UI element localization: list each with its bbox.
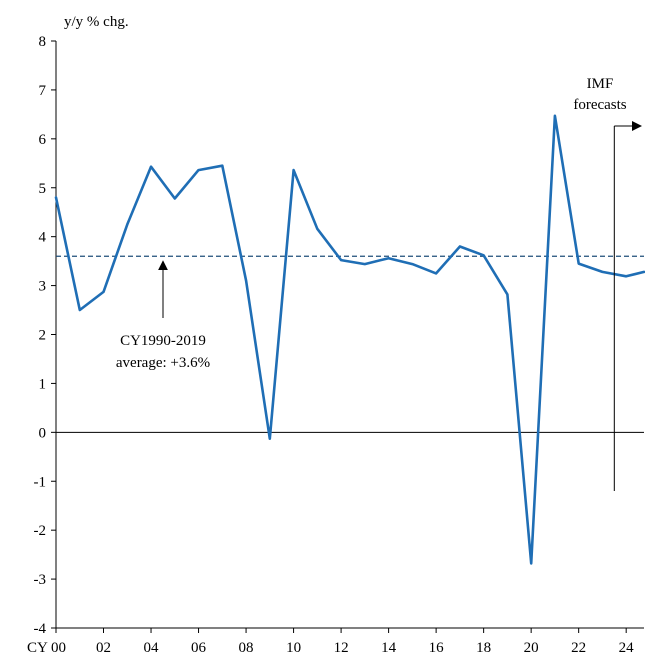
y-tick-label: 6: [39, 132, 47, 148]
y-tick-label: 8: [39, 34, 47, 50]
average-label-line1: CY1990-2019: [120, 333, 206, 349]
x-tick-label: 14: [381, 640, 397, 656]
x-tick-label: 24: [619, 640, 635, 656]
x-tick-label: 02: [96, 640, 111, 656]
y-tick-label: 7: [39, 83, 47, 99]
series-group: [54, 114, 645, 565]
x-tick-label: 06: [191, 640, 207, 656]
average-label-line2: average: +3.6%: [116, 355, 210, 371]
forecast-label-line2: forecasts: [573, 97, 626, 113]
x-tick-label: 20: [524, 640, 539, 656]
y-tick-label: 5: [39, 181, 47, 197]
y-tick-label: -1: [34, 474, 47, 490]
x-tick-label: CY 00: [27, 640, 66, 656]
y-tick-label: -2: [34, 523, 47, 539]
forecast-label-line1: IMF: [587, 76, 614, 92]
y-axis-label: y/y % chg.: [64, 14, 129, 30]
x-tick-label: 10: [286, 640, 301, 656]
series-line: [54, 114, 645, 565]
x-tick-label: 12: [334, 640, 349, 656]
x-tick-label: 22: [571, 640, 586, 656]
y-tick-label: -4: [34, 621, 47, 637]
y-tick-label: 1: [39, 376, 47, 392]
x-tick-label: 16: [429, 640, 445, 656]
y-tick-label: -3: [34, 572, 47, 588]
x-tick-label: 04: [144, 640, 160, 656]
y-tick-label: 4: [39, 230, 47, 246]
x-axis: CY 00 02 04 06 08 10 12 14 16 18 20 22 24: [27, 628, 634, 656]
x-tick-label: 18: [476, 640, 491, 656]
y-axis: 8 7 6 5 4 3 2 1 0 -1 -2 -3 -4: [34, 34, 56, 637]
y-tick-label: 0: [39, 425, 47, 441]
y-tick-label: 3: [39, 279, 47, 295]
y-tick-label: 2: [39, 328, 47, 344]
x-tick-label: 08: [239, 640, 254, 656]
